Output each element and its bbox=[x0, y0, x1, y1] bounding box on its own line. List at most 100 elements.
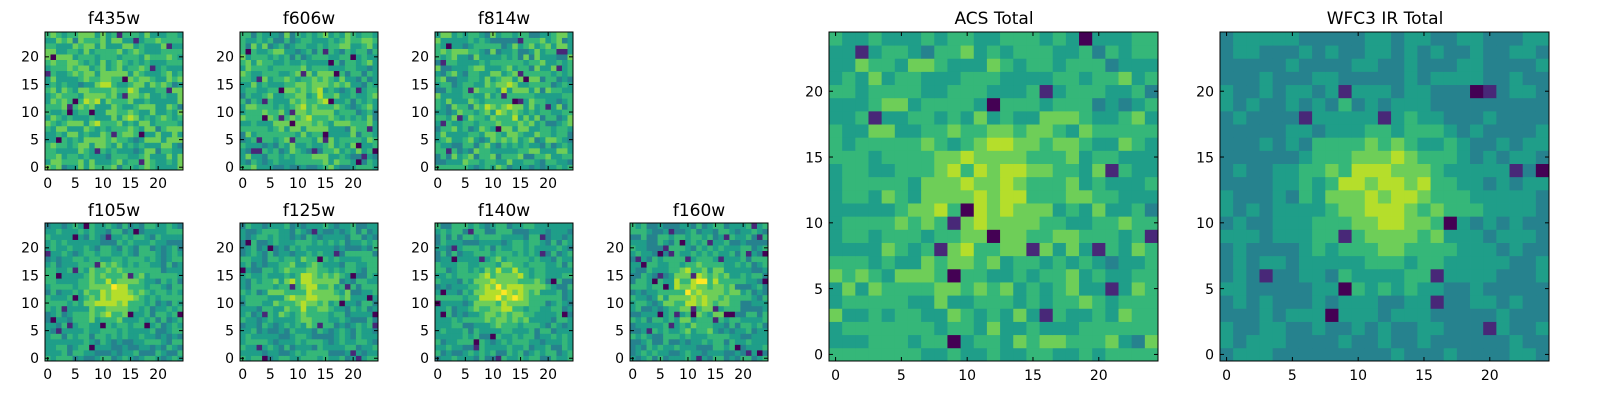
heatmap-cell bbox=[256, 322, 263, 329]
heatmap-cell bbox=[138, 294, 145, 301]
heatmap-cell bbox=[501, 98, 508, 105]
heatmap-cell bbox=[127, 131, 134, 138]
x-tick-label: 20 bbox=[149, 176, 167, 192]
heatmap-cell bbox=[506, 59, 513, 66]
heatmap-cell bbox=[344, 98, 351, 105]
heatmap-cell bbox=[355, 54, 362, 60]
heatmap-cell bbox=[72, 283, 79, 290]
heatmap-cell bbox=[734, 333, 741, 340]
heatmap-cell bbox=[45, 250, 51, 257]
heatmap-cell bbox=[133, 333, 140, 340]
heatmap-cell bbox=[674, 245, 681, 251]
heatmap-cell bbox=[668, 338, 675, 345]
heatmap-cells bbox=[45, 223, 184, 362]
heatmap-cell bbox=[273, 349, 280, 356]
heatmap-cell bbox=[317, 48, 324, 55]
heatmap-cell bbox=[267, 239, 274, 246]
heatmap-cell bbox=[240, 250, 246, 257]
heatmap-cell bbox=[122, 349, 129, 356]
heatmap-cell bbox=[473, 70, 480, 77]
heatmap-cell bbox=[89, 32, 96, 38]
heatmap-cell bbox=[484, 272, 491, 279]
heatmap-cell bbox=[284, 228, 291, 235]
heatmap-cell bbox=[245, 272, 252, 279]
heatmap-cell bbox=[366, 311, 373, 318]
heatmap-cell bbox=[350, 131, 357, 138]
heatmap-cell bbox=[512, 300, 519, 307]
heatmap-cell bbox=[133, 43, 140, 49]
heatmap-cell bbox=[657, 272, 664, 279]
y-tick-label: 15 bbox=[606, 268, 624, 284]
heatmap-cell bbox=[122, 294, 129, 301]
heatmap-cell bbox=[94, 59, 101, 66]
heatmap-cell bbox=[300, 333, 307, 340]
heatmap-cell bbox=[501, 164, 508, 171]
heatmap-cell bbox=[534, 37, 541, 44]
heatmap-cell bbox=[630, 333, 636, 340]
heatmap-cell bbox=[1118, 163, 1133, 178]
heatmap-cell bbox=[116, 147, 123, 154]
heatmap-cell bbox=[1144, 216, 1159, 230]
heatmap-cell bbox=[528, 120, 535, 127]
heatmap-cell bbox=[322, 311, 329, 318]
heatmap-cell bbox=[350, 48, 357, 55]
heatmap-cell bbox=[517, 327, 524, 334]
heatmap-cell bbox=[446, 37, 452, 44]
heatmap-cell bbox=[50, 158, 57, 165]
heatmap-cell bbox=[947, 229, 961, 243]
heatmap-cell bbox=[322, 48, 329, 55]
heatmap-cell bbox=[440, 272, 447, 279]
heatmap-cell bbox=[1144, 334, 1159, 349]
heatmap-cell bbox=[501, 245, 508, 251]
heatmap-cell bbox=[646, 294, 653, 301]
heatmap-cell bbox=[273, 294, 280, 301]
heatmap-cell bbox=[657, 316, 664, 323]
heatmap-cell bbox=[328, 223, 335, 229]
heatmap-cell bbox=[306, 103, 313, 110]
heatmap-cell bbox=[105, 43, 112, 49]
heatmap-cell bbox=[267, 37, 274, 44]
heatmap-cell bbox=[295, 316, 302, 323]
heatmap-cell bbox=[144, 355, 151, 362]
heatmap-cell bbox=[333, 283, 340, 290]
heatmap-cell bbox=[177, 338, 184, 345]
heatmap-cell bbox=[528, 322, 535, 329]
heatmap-cell bbox=[355, 256, 362, 263]
heatmap-cell bbox=[762, 294, 769, 301]
heatmap-cell bbox=[245, 164, 252, 171]
heatmap-cell bbox=[663, 256, 670, 263]
heatmap-cell bbox=[446, 316, 452, 323]
heatmap-cell bbox=[273, 333, 280, 340]
heatmap-cell bbox=[72, 278, 79, 285]
heatmap-cell bbox=[333, 81, 340, 88]
heatmap-cell bbox=[155, 344, 162, 351]
heatmap-cell bbox=[539, 349, 546, 356]
heatmap-cell bbox=[61, 327, 68, 334]
heatmap-cell bbox=[295, 294, 302, 301]
heatmap-cell bbox=[61, 59, 68, 66]
heatmap-cell bbox=[251, 294, 257, 301]
heatmap-cell bbox=[550, 103, 557, 110]
heatmap-cell bbox=[306, 267, 313, 274]
heatmap-cell bbox=[56, 261, 62, 268]
heatmap-cell bbox=[267, 289, 274, 296]
heatmap-cell bbox=[138, 54, 145, 60]
heatmap-cell bbox=[641, 228, 647, 235]
heatmap-cell bbox=[641, 261, 647, 268]
heatmap-cell bbox=[690, 283, 697, 290]
heatmap-cell bbox=[50, 349, 57, 356]
heatmap-cell bbox=[78, 245, 85, 251]
heatmap-cell bbox=[523, 81, 530, 88]
heatmap-cell bbox=[484, 333, 491, 340]
heatmap-cell bbox=[306, 278, 313, 285]
heatmap-cell bbox=[366, 305, 373, 312]
heatmap-cell bbox=[50, 333, 57, 340]
x-tick-label: 5 bbox=[266, 367, 275, 383]
heatmap-cell bbox=[479, 114, 486, 121]
heatmap-cell bbox=[534, 333, 541, 340]
heatmap-cell bbox=[534, 81, 541, 88]
heatmap-cell bbox=[251, 300, 257, 307]
heatmap-cell bbox=[116, 305, 123, 312]
heatmap-cell bbox=[256, 256, 263, 263]
x-tick-label: 10 bbox=[94, 176, 112, 192]
